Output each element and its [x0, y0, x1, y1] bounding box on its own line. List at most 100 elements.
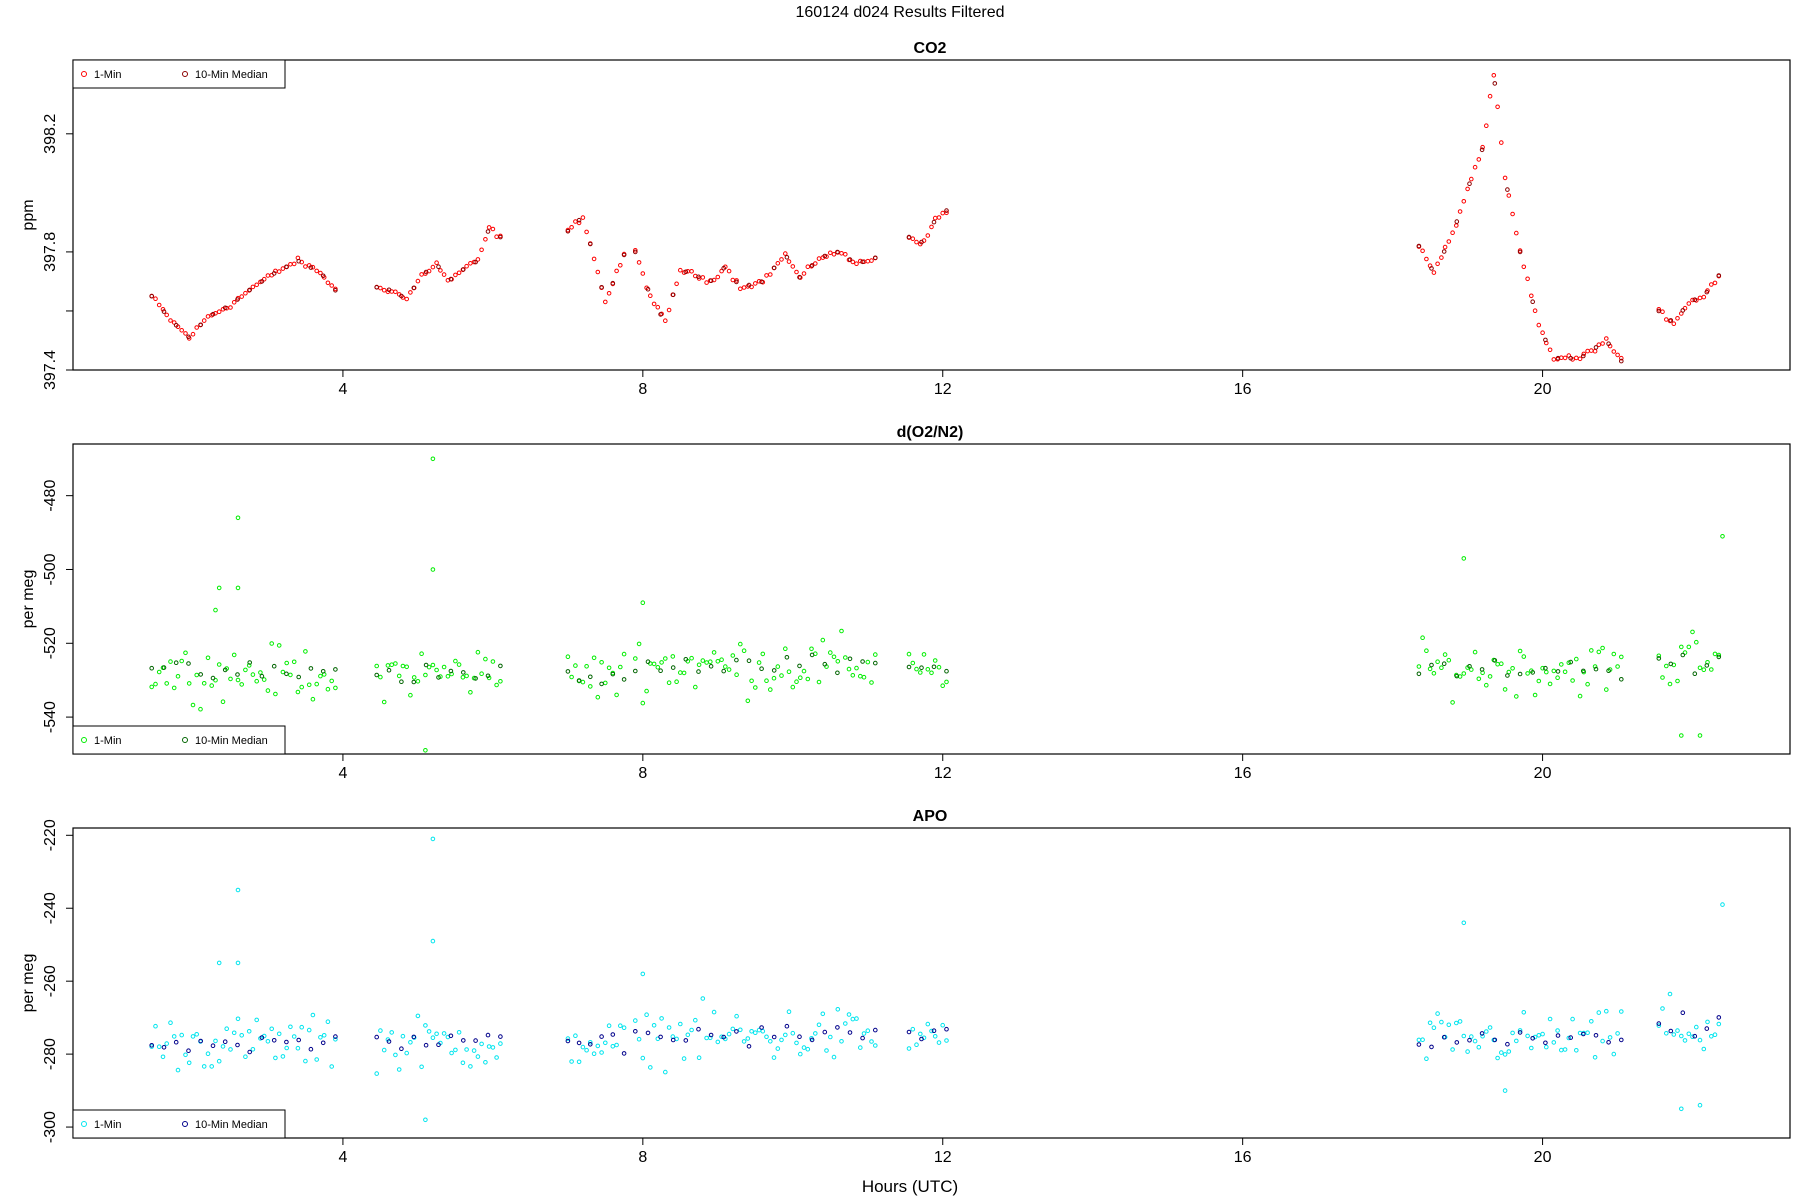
- median-point: [809, 1037, 815, 1043]
- one-min-point: [1514, 694, 1519, 699]
- median-point: [1619, 1037, 1624, 1043]
- one-min-point: [1427, 666, 1433, 672]
- one-min-point: [764, 273, 769, 278]
- median-point: [621, 1051, 627, 1056]
- median-point: [1479, 667, 1485, 672]
- median-point: [296, 1037, 302, 1043]
- one-min-point: [213, 311, 218, 316]
- one-min-point: [640, 600, 646, 606]
- median-point: [1692, 671, 1698, 677]
- one-min-point: [479, 247, 484, 253]
- median-point: [610, 671, 616, 677]
- one-min-point: [734, 1013, 739, 1019]
- x-tick-label: 4: [338, 381, 347, 398]
- one-min-point: [423, 748, 428, 753]
- one-min-point: [606, 665, 612, 671]
- one-min-point: [1499, 1050, 1504, 1055]
- one-min-point: [201, 1064, 207, 1069]
- y-tick-label: -520: [42, 627, 59, 659]
- one-min-point: [228, 1047, 233, 1052]
- one-min-point: [1472, 1038, 1478, 1044]
- one-min-point: [1484, 682, 1489, 688]
- one-min-point: [1521, 1010, 1527, 1015]
- one-min-point: [1566, 1035, 1572, 1041]
- one-min-point: [490, 226, 496, 232]
- one-min-point: [603, 680, 608, 686]
- one-min-point: [235, 515, 241, 521]
- one-min-point: [614, 692, 619, 698]
- one-min-point: [670, 654, 676, 659]
- one-min-point: [1446, 1022, 1452, 1028]
- one-min-point: [456, 1030, 462, 1035]
- median-point: [271, 271, 277, 276]
- one-min-point: [250, 672, 256, 677]
- median-point: [944, 208, 949, 213]
- y-tick-label: -280: [42, 1038, 59, 1070]
- one-min-point: [798, 675, 803, 681]
- one-min-point: [839, 251, 844, 256]
- one-min-point: [254, 1017, 260, 1023]
- one-min-point: [1694, 1024, 1699, 1030]
- median-point: [320, 273, 326, 279]
- one-min-point: [1577, 356, 1583, 362]
- y-axis-label: per meg: [20, 954, 37, 1013]
- one-min-point: [1480, 144, 1485, 150]
- one-min-point: [408, 1040, 413, 1045]
- one-min-point: [1465, 186, 1470, 192]
- one-min-point: [205, 1051, 211, 1056]
- one-min-point: [1544, 1044, 1549, 1050]
- median-point: [161, 309, 167, 314]
- one-min-point: [318, 270, 323, 276]
- one-min-point: [1660, 675, 1665, 680]
- one-min-point: [213, 607, 218, 613]
- one-min-point: [606, 291, 612, 296]
- one-min-point: [1559, 1047, 1564, 1053]
- one-min-point: [1604, 687, 1609, 692]
- one-min-point: [1487, 674, 1493, 679]
- y-tick-label: -540: [42, 701, 59, 733]
- one-min-point: [858, 1045, 863, 1050]
- one-min-point: [423, 1023, 428, 1028]
- median-point: [374, 672, 380, 678]
- one-min-point: [231, 652, 237, 658]
- one-min-point: [914, 1042, 919, 1047]
- one-min-point: [381, 699, 387, 705]
- one-min-point: [483, 656, 488, 662]
- one-min-point: [1709, 282, 1714, 287]
- y-tick-label: 397.8: [42, 232, 59, 272]
- one-min-point: [715, 1039, 721, 1045]
- one-min-point: [164, 1041, 169, 1046]
- one-min-point: [1416, 1037, 1422, 1043]
- one-min-point: [1716, 1021, 1722, 1027]
- median-point: [784, 655, 790, 660]
- median-point: [1517, 249, 1523, 255]
- one-min-point: [1469, 667, 1474, 672]
- legend-box: [72, 59, 286, 89]
- y-axis-label: per meg: [20, 570, 37, 629]
- one-min-point: [1709, 1034, 1714, 1039]
- one-min-point: [1502, 175, 1508, 181]
- one-min-point: [460, 1060, 466, 1066]
- median-point: [784, 254, 790, 260]
- y-tick-label: 397.4: [42, 350, 59, 390]
- one-min-point: [820, 1011, 826, 1017]
- median-point: [235, 1042, 240, 1048]
- median-point: [1568, 355, 1573, 361]
- one-min-point: [464, 673, 469, 679]
- one-min-point: [711, 1009, 717, 1015]
- median-point: [696, 669, 701, 674]
- one-min-point: [1416, 664, 1422, 669]
- one-min-point: [434, 667, 439, 673]
- median-point: [247, 287, 252, 293]
- median-point: [423, 1042, 429, 1048]
- median-point: [485, 229, 491, 234]
- one-min-point: [1656, 307, 1662, 312]
- one-min-point: [1671, 1032, 1677, 1037]
- one-min-point: [734, 672, 739, 678]
- x-tick-label: 12: [934, 381, 952, 398]
- one-min-point: [775, 664, 781, 669]
- one-min-point: [940, 210, 946, 216]
- one-min-point: [314, 681, 320, 687]
- one-min-point: [325, 280, 331, 286]
- legend: 1-Min 10-Min Median: [72, 1109, 286, 1139]
